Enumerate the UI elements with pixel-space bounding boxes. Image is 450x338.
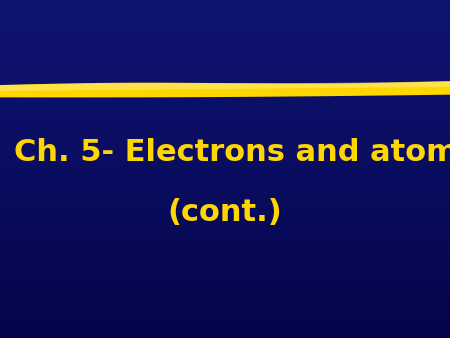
Text: Ch. 5- Electrons and atoms: Ch. 5- Electrons and atoms: [14, 138, 450, 167]
Polygon shape: [0, 81, 450, 91]
Text: (cont.): (cont.): [167, 198, 283, 227]
Polygon shape: [0, 81, 450, 97]
